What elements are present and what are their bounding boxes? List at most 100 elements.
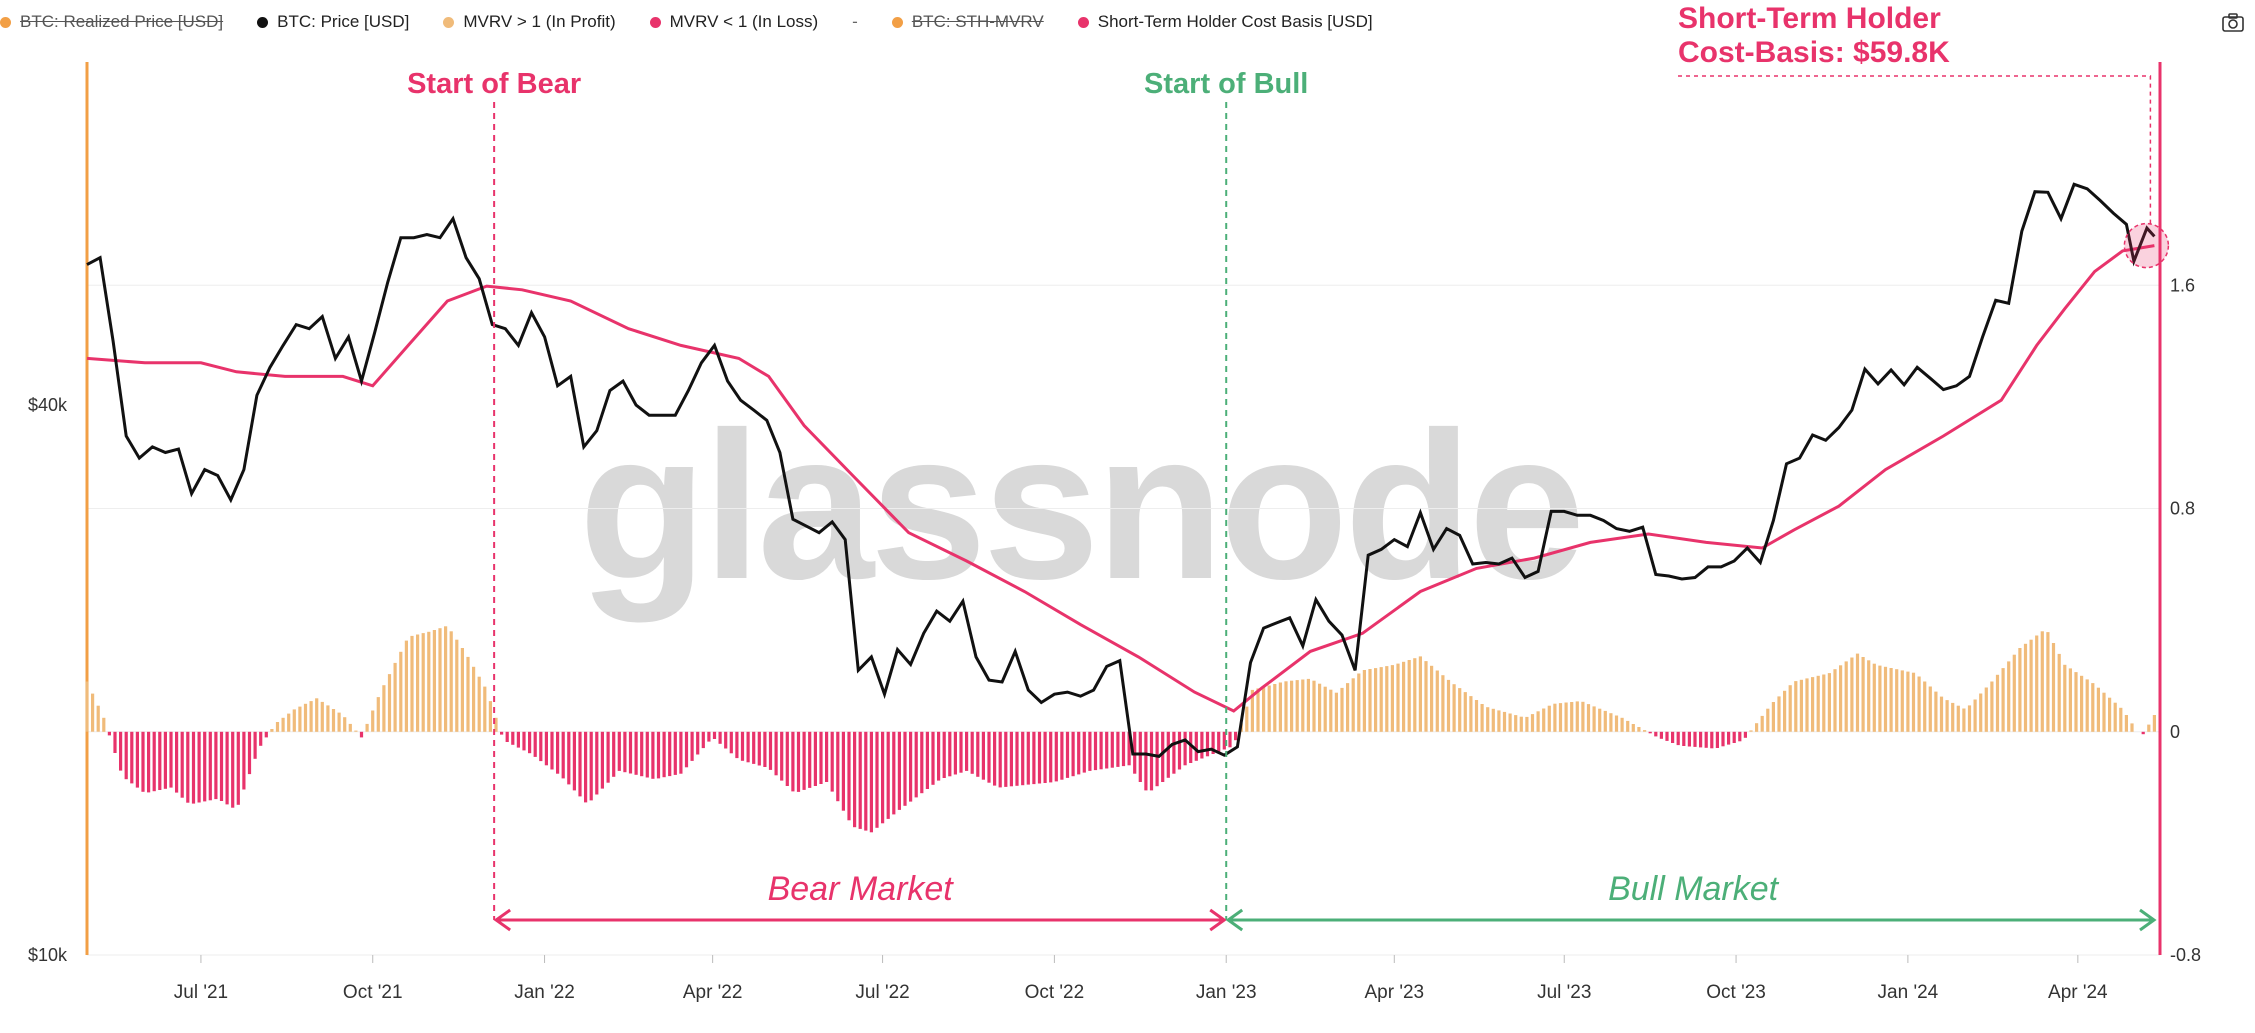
mvrv-loss-bar	[1127, 731, 1131, 766]
mvrv-profit-bar	[2113, 702, 2117, 732]
mvrv-profit-bar	[2057, 653, 2061, 732]
mvrv-loss-bar	[617, 731, 621, 771]
mvrv-profit-bar	[1614, 715, 1619, 732]
mvrv-bars	[85, 626, 2156, 833]
mvrv-profit-bar	[1525, 716, 1529, 732]
mvrv-profit-bar	[1536, 711, 1540, 732]
mvrv-loss-bar	[673, 731, 677, 775]
mvrv-loss-bar	[869, 731, 873, 833]
mvrv-loss-bar	[886, 731, 890, 819]
mvrv-profit-bar	[1374, 668, 1378, 732]
mvrv-loss-bar	[1721, 731, 1725, 747]
mvrv-profit-bar	[343, 717, 347, 732]
mvrv-loss-bar	[1110, 731, 1114, 768]
mvrv-loss-bar	[998, 731, 1002, 788]
legend-item-4[interactable]: -	[852, 12, 858, 32]
mvrv-loss-bar	[606, 731, 610, 783]
mvrv-loss-bar	[740, 731, 745, 761]
mvrv-loss-bar	[589, 731, 593, 801]
mvrv-profit-bar	[1598, 708, 1602, 732]
mvrv-loss-bar	[612, 731, 616, 777]
mvrv-loss-bar	[242, 731, 246, 790]
legend-item-1[interactable]: BTC: Price [USD]	[257, 12, 409, 32]
mvrv-loss-bar	[1037, 731, 1042, 784]
mvrv-loss-bar	[746, 731, 750, 763]
mvrv-profit-bar	[1502, 711, 1507, 732]
mvrv-loss-bar	[556, 731, 560, 774]
mvrv-loss-bar	[696, 731, 700, 755]
mvrv-loss-bar	[718, 731, 722, 744]
mvrv-loss-bar	[107, 731, 111, 736]
mvrv-profit-bar	[91, 693, 95, 732]
mvrv-profit-bar	[399, 651, 403, 732]
mvrv-loss-bar	[1138, 731, 1142, 782]
mvrv-loss-bar	[1699, 731, 1703, 748]
mvrv-loss-bar	[1205, 731, 1210, 757]
mvrv-profit-bar	[1278, 682, 1282, 732]
mvrv-profit-bar	[1833, 669, 1837, 732]
mvrv-profit-bar	[1340, 687, 1344, 732]
mvrv-profit-bar	[488, 701, 492, 732]
mvrv-loss-bar	[825, 731, 829, 782]
camera-icon[interactable]	[2221, 12, 2245, 39]
mvrv-loss-bar	[1682, 731, 1686, 746]
mvrv-loss-bar	[623, 731, 627, 773]
legend-label: BTC: Price [USD]	[277, 12, 410, 31]
mvrv-loss-bar	[528, 731, 532, 754]
mvrv-loss-bar	[1665, 731, 1669, 741]
mvrv-profit-bar	[416, 634, 420, 732]
legend-item-3[interactable]: MVRV < 1 (In Loss)	[649, 12, 819, 32]
mvrv-profit-bar	[1962, 708, 1966, 732]
mvrv-loss-bar	[864, 731, 868, 831]
mvrv-loss-bar	[1116, 731, 1120, 767]
mvrv-profit-bar	[1637, 727, 1641, 732]
mvrv-loss-bar	[791, 731, 795, 792]
mvrv-profit-bar	[2051, 643, 2056, 732]
mvrv-loss-bar	[1071, 731, 1075, 777]
mvrv-loss-bar	[802, 731, 806, 790]
mvrv-profit-bar	[348, 723, 352, 732]
mvrv-loss-bar	[1234, 731, 1238, 741]
mvrv-loss-bar	[1211, 731, 1215, 754]
legend-item-6[interactable]: Short-Term Holder Cost Basis [USD]	[1077, 12, 1373, 32]
right-y-tick-label: 1.6	[2170, 275, 2195, 295]
mvrv-profit-bar	[460, 648, 464, 732]
legend-item-0[interactable]: BTC: Realized Price [USD]	[0, 12, 223, 32]
mvrv-loss-bar	[259, 731, 263, 746]
mvrv-profit-bar	[292, 709, 296, 732]
mvrv-loss-bar	[1043, 731, 1047, 783]
mvrv-loss-bar	[785, 731, 789, 786]
mvrv-loss-bar	[651, 731, 655, 779]
x-tick-label: Oct '21	[343, 982, 403, 1003]
mvrv-profit-bar	[1816, 675, 1820, 732]
mvrv-profit-bar	[1990, 681, 1994, 732]
mvrv-loss-bar	[679, 731, 683, 774]
mvrv-profit-bar	[1385, 666, 1389, 732]
mvrv-profit-bar	[1631, 724, 1635, 732]
mvrv-profit-bar	[1928, 686, 1932, 732]
mvrv-loss-bar	[914, 731, 918, 798]
mvrv-loss-bar	[247, 731, 252, 775]
mvrv-profit-bar	[1995, 674, 2000, 732]
legend-item-5[interactable]: BTC: STH-MVRV	[891, 12, 1044, 32]
mvrv-loss-bar	[774, 731, 778, 776]
mvrv-loss-bar	[1026, 731, 1030, 785]
mvrv-loss-bar	[897, 731, 901, 810]
mvrv-loss-bar	[903, 731, 907, 806]
mvrv-profit-bar	[1878, 665, 1882, 732]
legend-label: MVRV < 1 (In Loss)	[669, 12, 819, 31]
mvrv-profit-bar	[1883, 666, 1888, 732]
mvrv-profit-bar	[85, 681, 89, 732]
legend-dot-icon	[649, 16, 661, 28]
mvrv-loss-bar	[1194, 731, 1198, 761]
mvrv-profit-bar	[1749, 730, 1753, 732]
mvrv-profit-bar	[1956, 705, 1960, 732]
mvrv-profit-bar	[438, 628, 442, 732]
mvrv-loss-bar	[1172, 731, 1176, 774]
left-y-tick-label: $10k	[28, 945, 68, 965]
mvrv-loss-bar	[976, 731, 980, 777]
mvrv-loss-bar	[119, 731, 123, 771]
mvrv-profit-bar	[315, 698, 319, 732]
legend-item-2[interactable]: MVRV > 1 (In Profit)	[443, 12, 616, 32]
